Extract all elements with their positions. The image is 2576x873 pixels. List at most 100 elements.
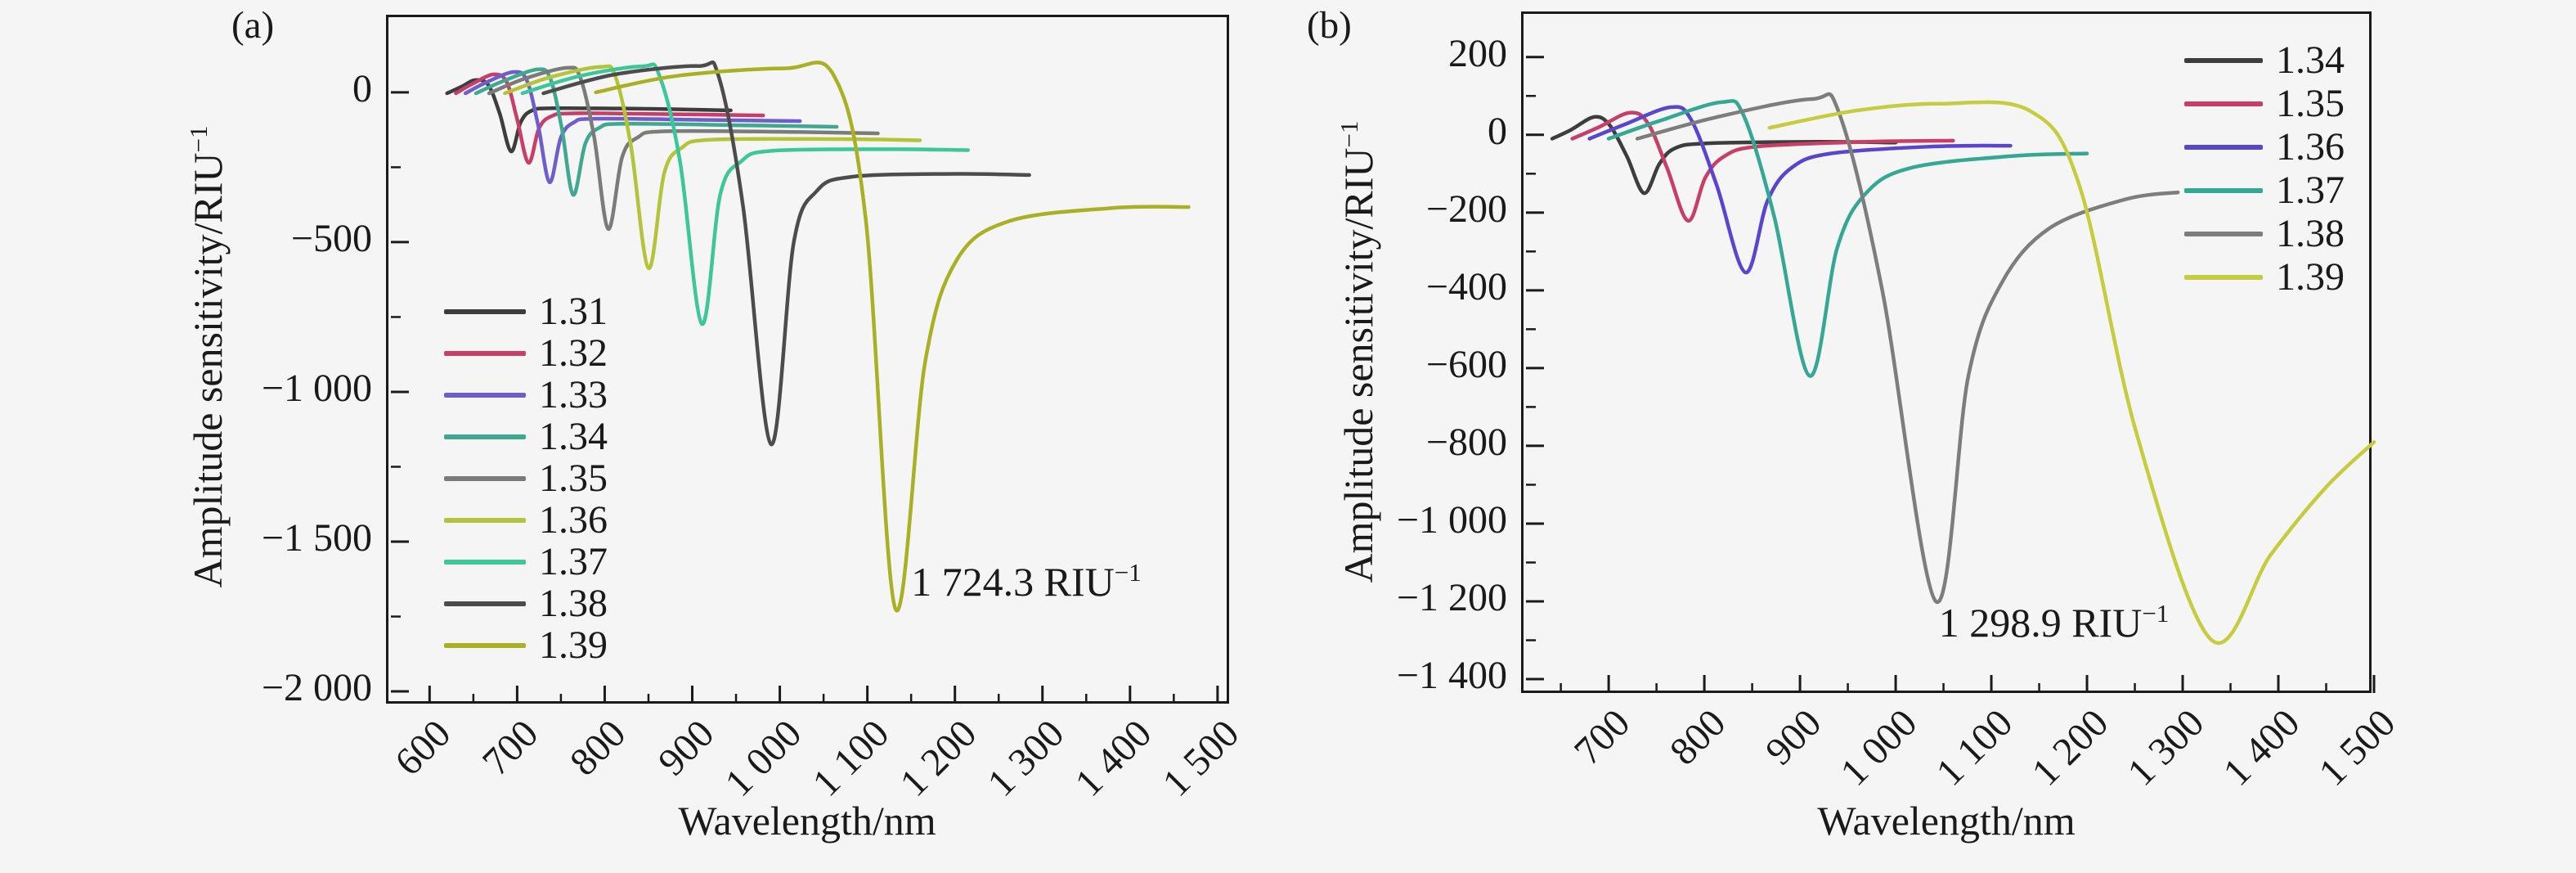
y-tick-label: 0 — [352, 66, 372, 110]
x-tick-label: 1 000 — [1832, 700, 1926, 794]
legend-label: 1.36 — [539, 497, 608, 542]
legend-label: 1.33 — [539, 372, 608, 416]
legend-swatch-line — [444, 601, 526, 606]
legend-label: 1.39 — [2276, 254, 2345, 299]
series-line-1.36 — [503, 64, 922, 271]
series-line-1.31 — [445, 78, 733, 154]
panel-a-peak-annotation-exponent: −1 — [1114, 557, 1142, 587]
y-tick-label: −600 — [1425, 342, 1507, 386]
legend-label: 1.35 — [2276, 81, 2345, 125]
legend-swatch-line — [2184, 144, 2263, 150]
legend-label: 1.37 — [2276, 168, 2345, 212]
series-line-1.38 — [541, 60, 1031, 447]
y-tick-label: −1 500 — [261, 516, 372, 560]
y-tick-label: −1 000 — [261, 366, 372, 410]
series-line-1.37 — [1606, 99, 2089, 378]
legend-label: 1.35 — [539, 456, 608, 500]
legend-entry-1.36: 1.36 — [444, 499, 608, 541]
panel-b-peak-annotation-text: 1 298.9 RIU — [1938, 600, 2143, 646]
panel-a-plot-frame: 1.31 1.32 1.33 1.34 1.35 1.36 1.37 1.38 1.39 1 7… — [386, 15, 1229, 704]
legend-swatch-line — [2184, 57, 2263, 63]
y-tick-label: −1 000 — [1396, 497, 1507, 542]
legend-entry-1.36: 1.36 — [2184, 125, 2345, 169]
panel-b-tag: (b) — [1307, 4, 1352, 47]
legend-entry-1.38: 1.38 — [444, 583, 608, 624]
panel-b-plot-frame: 1.34 1.35 1.36 1.37 1.38 1.39 1 298.9 RIU−1 — [1521, 11, 2376, 693]
y-tick-label: −500 — [290, 216, 372, 260]
legend-swatch-line — [444, 434, 526, 439]
series-line-1.37 — [520, 62, 970, 326]
legend-swatch-line — [2184, 231, 2263, 236]
legend-entry-1.35: 1.35 — [444, 457, 608, 499]
legend-label: 1.31 — [539, 289, 608, 333]
x-tick-label: 1 400 — [2215, 700, 2309, 794]
series-line-1.34 — [1550, 115, 1898, 196]
series-line-1.39 — [1767, 100, 2376, 645]
legend-entry-1.37: 1.37 — [444, 541, 608, 583]
y-tick-label: −2 000 — [261, 666, 372, 710]
legend-label: 1.34 — [2276, 38, 2345, 82]
y-tick-label: −1 200 — [1396, 576, 1507, 619]
series-line-1.34 — [473, 67, 839, 197]
legend-swatch-line — [444, 642, 526, 648]
legend-swatch-line — [2184, 101, 2263, 106]
panel-a-peak-annotation-text: 1 724.3 RIU — [911, 558, 1115, 605]
series-line-1.35 — [1570, 110, 1955, 223]
legend-label: 1.38 — [2276, 211, 2345, 255]
legend-swatch-line — [444, 475, 526, 481]
y-tick-label: −1 400 — [1396, 654, 1507, 698]
series-line-1.35 — [487, 65, 880, 232]
y-tick-label: −800 — [1425, 420, 1507, 464]
panel-a-plot-svg — [391, 60, 1219, 704]
legend-swatch-line — [444, 308, 526, 314]
legend-label: 1.32 — [539, 331, 608, 375]
legend-entry-1.39: 1.39 — [444, 624, 608, 666]
legend-label: 1.38 — [539, 581, 608, 625]
x-tick-label: 1 200 — [2023, 700, 2117, 794]
panel-b-x-axis-title: Wavelength/nm — [1817, 798, 2076, 844]
legend-entry-1.32: 1.32 — [444, 332, 608, 374]
legend-entry-1.33: 1.33 — [444, 374, 608, 416]
y-tick-label: −200 — [1425, 187, 1507, 231]
x-tick-label: 700 — [1566, 700, 1639, 774]
series-line-1.38 — [1635, 92, 2180, 604]
x-tick-label: 800 — [1662, 700, 1735, 774]
legend-entry-1.38: 1.38 — [2184, 212, 2345, 255]
legend-label: 1.37 — [539, 539, 608, 583]
legend-entry-1.37: 1.37 — [2184, 169, 2345, 212]
legend-entry-1.39: 1.39 — [2184, 255, 2345, 299]
series-line-1.32 — [454, 72, 765, 165]
series-line-1.36 — [1587, 105, 2013, 275]
legend-swatch-line — [2184, 274, 2263, 280]
legend-entry-1.34: 1.34 — [2184, 38, 2345, 82]
y-tick-label: 0 — [1488, 109, 1507, 153]
legend-swatch-line — [2184, 187, 2263, 193]
y-tick-label: 200 — [1448, 31, 1507, 75]
panel-b-peak-annotation: 1 298.9 RIU−1 — [1939, 601, 2170, 643]
panel-a-peak-annotation: 1 724.3 RIU−1 — [911, 560, 1142, 602]
panel-b-peak-annotation-exponent: −1 — [2142, 599, 2170, 628]
legend-swatch-line — [444, 559, 526, 565]
legend-swatch-line — [444, 350, 526, 356]
legend-label: 1.39 — [539, 623, 608, 667]
legend-entry-1.35: 1.35 — [2184, 82, 2345, 125]
legend-swatch-line — [444, 517, 526, 523]
x-tick-label: 1 300 — [2119, 700, 2213, 794]
legend-swatch-line — [444, 392, 526, 398]
panel-a-legend: 1.31 1.32 1.33 1.34 1.35 1.36 1.37 1.38 1.39 — [444, 290, 608, 666]
x-tick-label: 900 — [1757, 700, 1830, 774]
x-tick-label: 1 500 — [2310, 700, 2404, 794]
series-line-1.39 — [594, 61, 1191, 613]
x-tick-label: 1 100 — [1928, 700, 2022, 794]
panel-a-tag: (a) — [231, 4, 275, 47]
legend-label: 1.34 — [539, 414, 608, 458]
legend-entry-1.34: 1.34 — [444, 416, 608, 457]
panel-b-plot-svg — [1526, 56, 2376, 693]
legend-label: 1.36 — [2276, 124, 2345, 169]
panel-a-x-axis-title: Wavelength/nm — [678, 798, 936, 844]
legend-entry-1.31: 1.31 — [444, 290, 608, 332]
y-tick-label: −400 — [1425, 264, 1507, 308]
